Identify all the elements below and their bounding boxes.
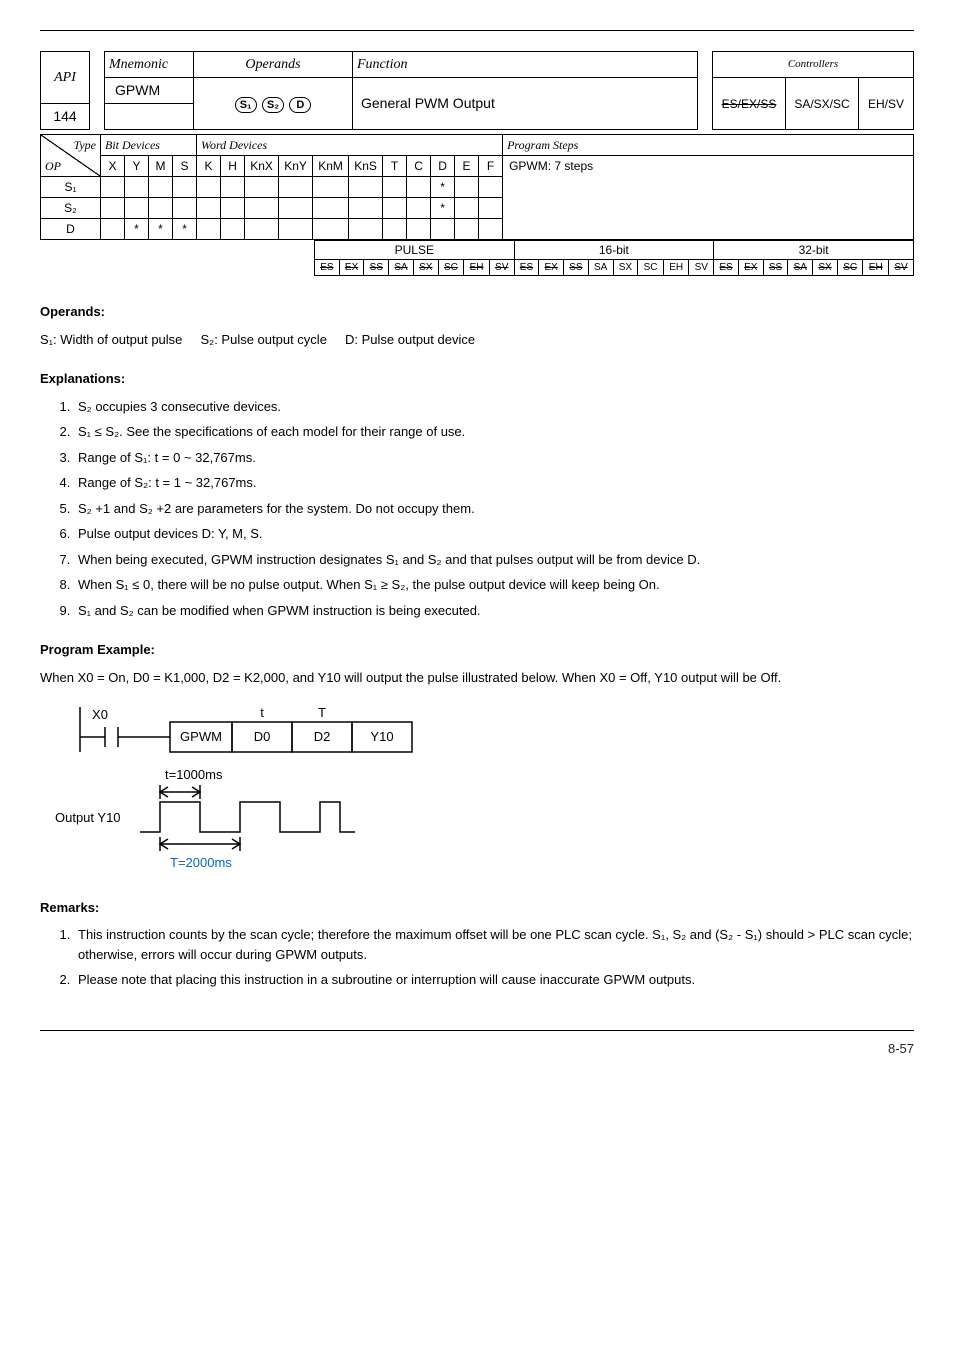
controller-1: ES/EX/SS — [713, 78, 786, 130]
example-text: When X0 = On, D0 = K1,000, D2 = K2,000, … — [40, 668, 914, 688]
program-steps-label: Program Steps — [503, 135, 914, 156]
operand-grid: Type OP Bit Devices Word Devices Program… — [40, 134, 914, 240]
operands-label: Operands — [194, 52, 353, 78]
svg-text:Output Y10: Output Y10 — [55, 810, 121, 825]
pill-s1: S₁ — [235, 97, 257, 113]
svg-text:T=2000ms: T=2000ms — [170, 855, 232, 870]
mnemonic-label: Mnemonic — [105, 52, 194, 78]
word-devices-label: Word Devices — [197, 135, 503, 156]
explanations-list: S₂ occupies 3 consecutive devices. S₁ ≤ … — [40, 397, 914, 621]
remark-item: Please note that placing this instructio… — [74, 970, 914, 990]
controllers-label: Controllers — [713, 52, 914, 78]
explanation-item: When S₁ ≤ 0, there will be no pulse outp… — [74, 575, 914, 595]
program-steps-text: GPWM: 7 steps — [503, 156, 914, 240]
remark-item: This instruction counts by the scan cycl… — [74, 925, 914, 964]
bit-devices-label: Bit Devices — [101, 135, 197, 156]
modes-table: PULSE 16-bit 32-bit ESEXSSSA SXSCEHSV ES… — [314, 240, 914, 276]
svg-text:T: T — [318, 705, 326, 720]
explanation-item: S₁ ≤ S₂. See the specifications of each … — [74, 422, 914, 442]
modes-32bit: 32-bit — [714, 241, 914, 260]
bottom-rule — [40, 1030, 914, 1031]
mnemonic-value: GPWM — [105, 78, 194, 104]
remarks-list: This instruction counts by the scan cycl… — [40, 925, 914, 990]
function-label: Function — [353, 52, 698, 78]
svg-text:t=1000ms: t=1000ms — [165, 767, 223, 782]
remarks-section-label: Remarks: — [40, 900, 99, 915]
explanation-item: Range of S₂: t = 1 ~ 32,767ms. — [74, 473, 914, 493]
top-rule — [40, 30, 914, 31]
opgrid-col-headers: XYMS KHKnXKnY KnMKnSTC DEF GPWM: 7 steps — [41, 156, 914, 177]
explanations-section-label: Explanations: — [40, 371, 125, 386]
modes-pulse: PULSE — [315, 241, 515, 260]
modes-cells-row: ESEXSSSA SXSCEHSV ESEXSS SASX SCEH SV ES… — [315, 260, 914, 276]
modes-16bit: 16-bit — [514, 241, 714, 260]
explanation-item: S₁ and S₂ can be modified when GPWM inst… — [74, 601, 914, 621]
page-number: 8-57 — [40, 1039, 914, 1059]
controller-3: EH/SV — [859, 78, 914, 130]
example-section-label: Program Example: — [40, 642, 155, 657]
svg-text:Y10: Y10 — [370, 729, 393, 744]
type-op-cell: Type OP — [41, 135, 101, 177]
svg-text:D0: D0 — [254, 729, 271, 744]
api-label: API — [41, 52, 90, 104]
pill-s2: S₂ — [262, 97, 284, 113]
explanation-item: S₂ +1 and S₂ +2 are parameters for the s… — [74, 499, 914, 519]
svg-text:X0: X0 — [92, 707, 108, 722]
explanation-item: When being executed, GPWM instruction de… — [74, 550, 914, 570]
svg-text:t: t — [260, 705, 264, 720]
explanation-item: Pulse output devices D: Y, M, S. — [74, 524, 914, 544]
function-value: General PWM Output — [353, 78, 698, 130]
svg-text:GPWM: GPWM — [180, 729, 222, 744]
api-number: 144 — [41, 104, 90, 130]
operands-section-label: Operands: — [40, 304, 105, 319]
ladder-timing-diagram: X0 GPWM D0 D2 Y10 t T t=1000ms Output Y1… — [40, 697, 914, 878]
operands-cell: S₁ S₂ D — [194, 78, 353, 130]
instruction-header-table: API Mnemonic Operands Function Controlle… — [40, 51, 914, 130]
explanation-item: Range of S₁: t = 0 ~ 32,767ms. — [74, 448, 914, 468]
controller-2: SA/SX/SC — [786, 78, 859, 130]
operands-description: S₁: Width of output pulse S₂: Pulse outp… — [40, 330, 914, 350]
svg-text:D2: D2 — [314, 729, 331, 744]
pill-d: D — [289, 97, 311, 113]
explanation-item: S₂ occupies 3 consecutive devices. — [74, 397, 914, 417]
